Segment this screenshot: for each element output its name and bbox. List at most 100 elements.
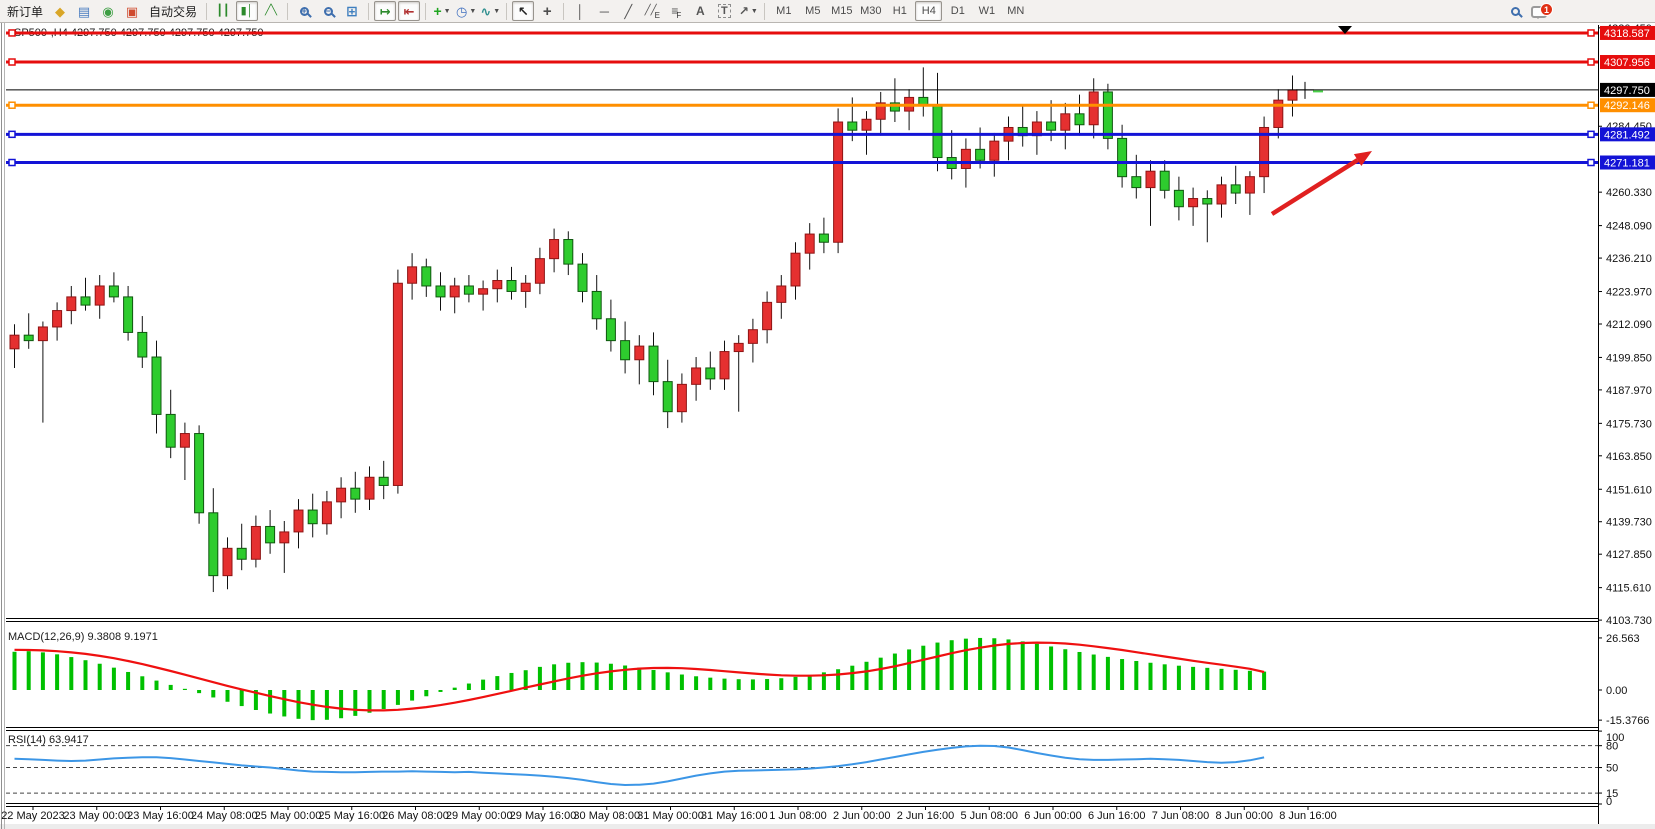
timeframe-button-w1[interactable]: W1: [978, 5, 996, 17]
time-axis-label: 8 Jun 00:00: [1216, 810, 1274, 822]
price-tick-label: 4115.610: [1606, 583, 1651, 595]
notifications-icon: 1: [1531, 2, 1553, 19]
macd-histogram-bar: [736, 679, 741, 690]
timeframe-button-m15[interactable]: M15: [831, 5, 853, 17]
macd-histogram-bar: [410, 690, 415, 701]
candle-body: [1287, 89, 1298, 101]
timeframe-button-h1[interactable]: H1: [892, 5, 907, 17]
new-chart-icon: +: [433, 3, 442, 19]
candle-body: [989, 140, 1000, 161]
macd-histogram-bar: [921, 645, 926, 690]
macd-histogram-bar: [353, 690, 358, 716]
periods-icon[interactable]: ◷ ▼: [455, 1, 477, 21]
cursor-icon[interactable]: ↖: [512, 1, 535, 21]
macd-histogram-bar: [963, 638, 968, 690]
new-chart-icon-dropdown[interactable]: ▼: [443, 7, 451, 15]
notifications-icon[interactable]: 1: [1528, 2, 1553, 22]
window-bottom-edge: [0, 824, 1655, 829]
rsi-axis-label: 50: [1606, 763, 1618, 775]
search-icon[interactable]: [1504, 2, 1526, 22]
line-handle[interactable]: [1587, 130, 1595, 139]
macd-histogram-bar: [821, 672, 826, 690]
price-line-badge: [1600, 82, 1655, 97]
line-handle[interactable]: [8, 158, 16, 167]
arrows-icon[interactable]: ↗ ▼: [737, 1, 759, 21]
line-handle[interactable]: [8, 130, 16, 139]
fibonacci-icon[interactable]: ≡ F: [671, 4, 682, 20]
line-handle[interactable]: [1587, 58, 1595, 66]
zoom-in-icon[interactable]: +: [293, 1, 315, 21]
timeframe-button-m30[interactable]: M30: [860, 5, 882, 17]
market-watch-icon[interactable]: ◉: [97, 1, 119, 21]
text-label-icon: T: [717, 4, 731, 18]
line-handle[interactable]: [8, 101, 16, 109]
timeframe-button-d1[interactable]: D1: [950, 5, 965, 17]
candlestick-chart-icon: ▮│: [240, 4, 254, 17]
line-handle[interactable]: [1587, 101, 1595, 109]
macd-histogram-bar: [339, 690, 344, 719]
timeframe-button-h4[interactable]: H4: [915, 1, 943, 21]
macd-histogram-bar: [850, 665, 855, 690]
timeframe-button-m1[interactable]: M1: [776, 5, 792, 17]
trendline-icon[interactable]: ╱: [617, 1, 639, 21]
templates-icon-dropdown[interactable]: ▼: [493, 7, 501, 15]
macd-histogram-bar: [807, 674, 812, 690]
tile-windows-icon[interactable]: ⊞: [341, 1, 363, 21]
candle-body: [194, 433, 205, 514]
crosshair-icon[interactable]: +: [536, 1, 558, 21]
text-icon[interactable]: A: [689, 1, 711, 21]
trend-arrow-shaft[interactable]: [1270, 158, 1359, 216]
macd-histogram-bar: [694, 676, 699, 690]
zoom-out-icon[interactable]: −: [317, 1, 339, 21]
line-handle[interactable]: [1587, 29, 1595, 37]
toolbar-separator: [206, 2, 208, 20]
macd-histogram-bar: [282, 690, 287, 717]
macd-histogram-bar: [566, 662, 571, 690]
periods-icon-dropdown[interactable]: ▼: [469, 7, 477, 15]
horizontal-line-icon[interactable]: ─: [593, 1, 615, 21]
vertical-line-icon[interactable]: │: [569, 1, 591, 21]
toolbar-separator: [368, 2, 370, 20]
candle-body: [364, 476, 375, 500]
macd-histogram-bar: [182, 688, 187, 690]
auto-trading-button[interactable]: 自动交易: [145, 1, 201, 21]
macd-histogram-bar: [481, 679, 486, 690]
macd-axis-label: 0.00: [1606, 685, 1627, 697]
candle-body: [1159, 170, 1170, 191]
line-handle[interactable]: [1587, 158, 1595, 167]
macd-axis-label: -15.3766: [1606, 715, 1649, 727]
new-order-button[interactable]: 新订单: [3, 1, 47, 21]
line-chart-icon[interactable]: ╱╲: [260, 1, 282, 21]
candle-body: [52, 310, 63, 328]
candle-body: [1046, 121, 1057, 131]
macd-histogram-bar: [424, 690, 429, 697]
new-order-icon[interactable]: ◆: [49, 1, 71, 21]
candle-body: [463, 285, 474, 295]
price-tick-label: 4199.850: [1606, 352, 1652, 364]
chart-shift-icon[interactable]: ⇤: [398, 1, 421, 21]
candlestick-chart-icon[interactable]: ▮│: [236, 1, 259, 21]
line-handle[interactable]: [8, 29, 16, 37]
chart-shift-marker[interactable]: [1338, 26, 1352, 34]
time-axis-label: 23 May 00:00: [63, 810, 130, 822]
time-axis-label: 22 May 2023: [1, 810, 65, 822]
new-chart-icon[interactable]: + ▼: [431, 1, 453, 21]
macd-histogram-bar: [381, 690, 386, 710]
auto-scroll-icon[interactable]: ↦: [374, 1, 397, 21]
line-handle[interactable]: [8, 58, 16, 66]
timeframe-button-mn[interactable]: MN: [1007, 5, 1025, 17]
templates-icon[interactable]: ∿ ▼: [479, 1, 501, 21]
text-label-icon[interactable]: T: [713, 1, 735, 21]
timeframe-button-m5[interactable]: M5: [805, 5, 821, 17]
candle-body: [1173, 189, 1184, 208]
trend-arrow-head[interactable]: [1353, 151, 1372, 166]
profiles-icon[interactable]: ▤: [73, 1, 95, 21]
candle-body: [94, 285, 105, 306]
bar-chart-icon[interactable]: ┃┃: [212, 1, 234, 21]
equidistant-channel-icon[interactable]: ╱╱ E: [644, 5, 660, 20]
macd-histogram-bar: [1105, 656, 1110, 690]
macd-histogram-bar: [296, 690, 301, 719]
arrows-icon-dropdown[interactable]: ▼: [750, 7, 758, 15]
auto-trading-icon[interactable]: ▣: [121, 1, 143, 21]
